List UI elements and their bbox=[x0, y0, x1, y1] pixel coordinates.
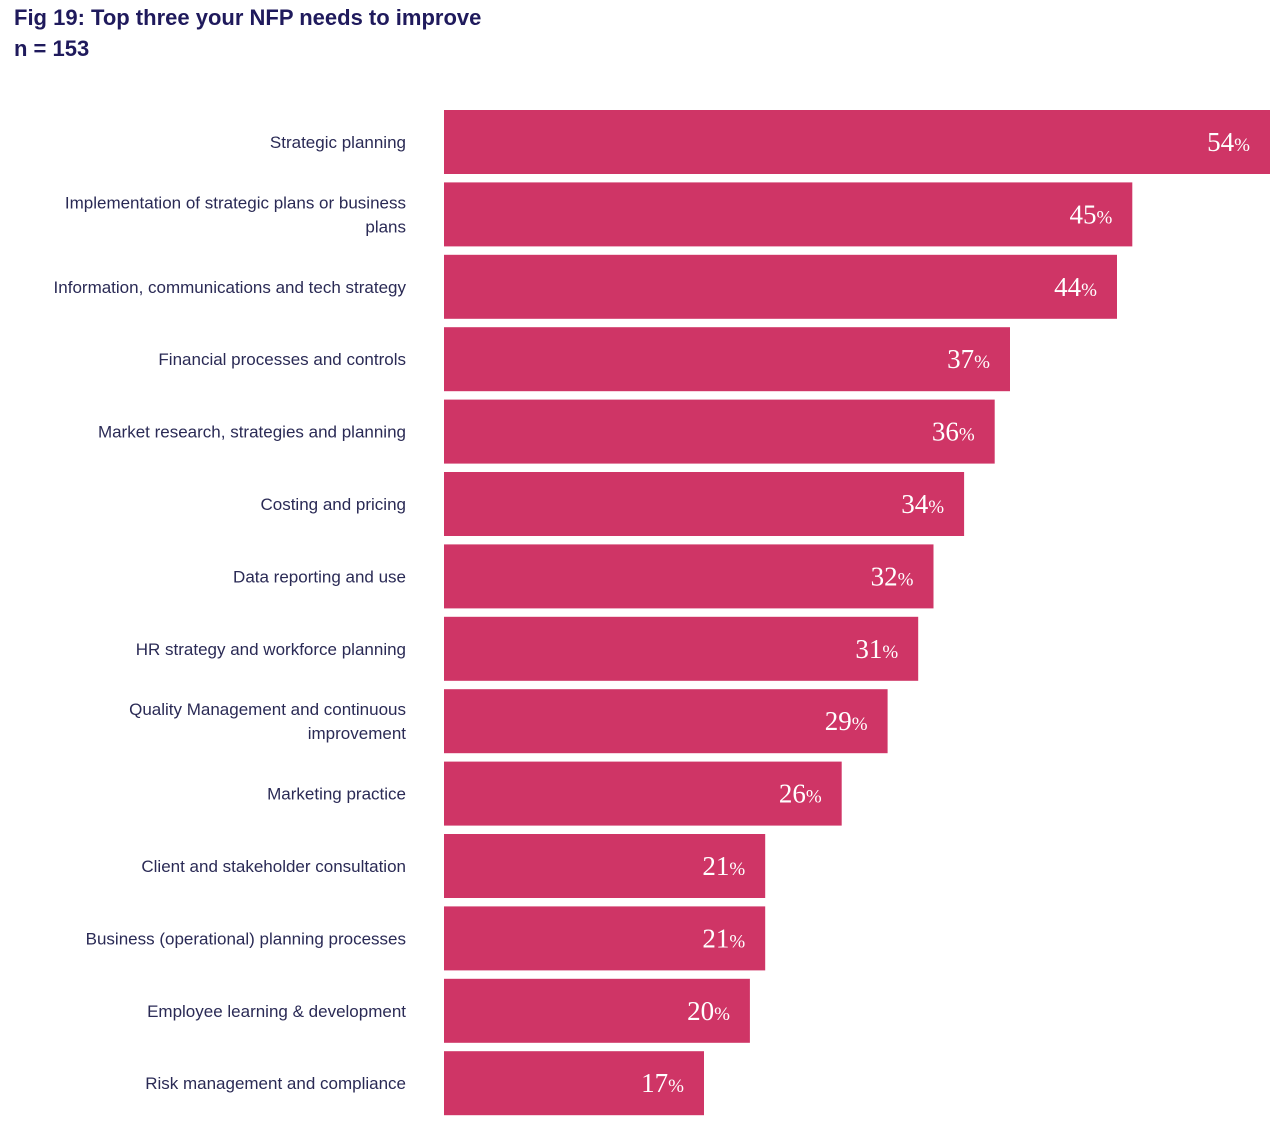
value-label-7: 32% bbox=[871, 561, 914, 591]
chart-header: Fig 19: Top three your NFP needs to impr… bbox=[14, 2, 481, 64]
category-label-13: Employee learning & development bbox=[147, 1002, 406, 1021]
category-label-10: Marketing practice bbox=[267, 785, 406, 804]
bar-12 bbox=[444, 906, 766, 971]
value-label-11: 21% bbox=[702, 851, 745, 881]
bars-layer bbox=[444, 110, 1270, 1116]
value-label-13: 20% bbox=[687, 996, 730, 1026]
bar-13 bbox=[444, 978, 750, 1043]
value-label-10: 26% bbox=[779, 779, 822, 809]
bar-10 bbox=[444, 761, 842, 826]
bar-14 bbox=[444, 1051, 704, 1116]
category-label-1: Strategic planning bbox=[270, 133, 406, 152]
bar-5 bbox=[444, 399, 995, 464]
value-label-9: 29% bbox=[825, 706, 868, 736]
bar-1 bbox=[444, 110, 1270, 174]
value-label-12: 21% bbox=[702, 923, 745, 953]
chart-subtitle: n = 153 bbox=[14, 36, 90, 61]
category-label-4: Financial processes and controls bbox=[158, 350, 406, 369]
bar-3 bbox=[444, 254, 1117, 319]
bar-7 bbox=[444, 544, 934, 609]
value-label-3: 44% bbox=[1054, 272, 1097, 302]
category-label-2: Implementation of strategic plans or bus… bbox=[65, 193, 406, 236]
category-label-11: Client and stakeholder consultation bbox=[141, 857, 406, 876]
category-label-8: HR strategy and workforce planning bbox=[136, 640, 406, 659]
category-label-9: Quality Management and continuous improve… bbox=[129, 700, 406, 743]
category-label-14: Risk management and compliance bbox=[145, 1074, 406, 1093]
value-label-5: 36% bbox=[932, 417, 975, 447]
chart-title: Fig 19: Top three your NFP needs to impr… bbox=[14, 5, 482, 30]
bar-6 bbox=[444, 472, 965, 536]
value-label-6: 34% bbox=[901, 489, 944, 519]
bar-4 bbox=[444, 327, 1010, 392]
category-label-7: Data reporting and use bbox=[233, 567, 406, 586]
value-label-2: 45% bbox=[1069, 199, 1112, 229]
category-label-5: Market research, strategies and planning bbox=[98, 423, 406, 442]
category-label-12: Business (operational) planning processe… bbox=[86, 929, 406, 948]
category-label-6: Costing and pricing bbox=[260, 495, 406, 514]
value-labels-layer: 54% 45% 44% 37% 36% 34% 32% 31% 29% 26% 21% 21% 20% 1… bbox=[641, 127, 1250, 1098]
bar-11 bbox=[444, 834, 766, 898]
value-label-14: 17% bbox=[641, 1068, 684, 1098]
category-labels-layer: Strategic planning Implementation of stra… bbox=[54, 133, 407, 1093]
value-label-8: 31% bbox=[855, 634, 898, 664]
value-label-4: 37% bbox=[947, 344, 990, 374]
category-label-3: Information, communications and tech str… bbox=[54, 278, 407, 297]
bar-9 bbox=[444, 689, 888, 754]
bar-8 bbox=[444, 616, 919, 681]
bar-2 bbox=[444, 182, 1133, 247]
value-label-1: 54% bbox=[1207, 127, 1250, 157]
